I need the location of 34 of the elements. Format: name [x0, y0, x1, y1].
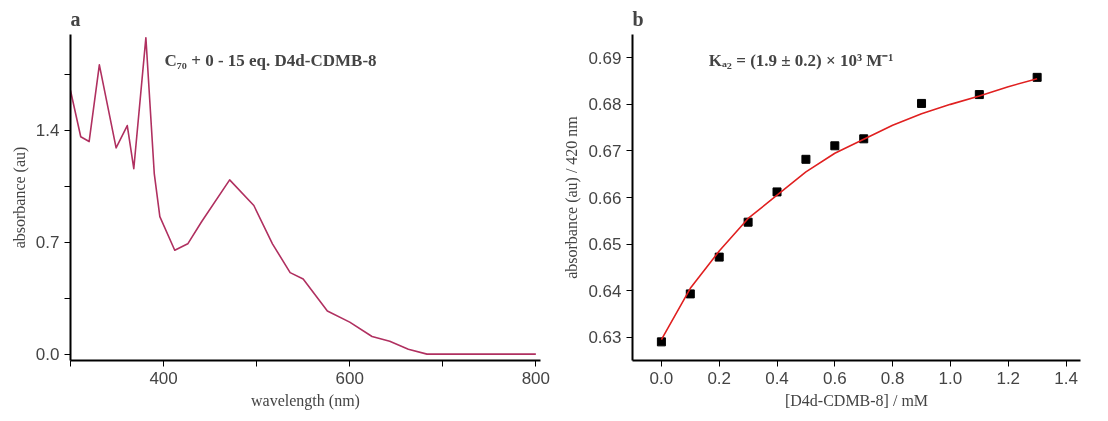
x-tick-label: 400: [149, 368, 178, 388]
point: [917, 98, 927, 108]
y-tick-label: 0.63: [588, 328, 622, 348]
x-tick-label: 0.2: [707, 368, 732, 388]
point: [801, 154, 811, 164]
x-tick-label: 1.0: [938, 368, 963, 388]
x-axis-title: [D4d-CDMB-8] / mM: [784, 391, 929, 409]
x-tick-label: 0.0: [649, 368, 674, 388]
y-axis-title: absorbance (au) / 420 nm: [563, 115, 582, 279]
y-tick-label: 1.4: [35, 121, 60, 141]
y-tick-label: 0.69: [588, 48, 622, 68]
line-series: [70, 36, 537, 355]
y-tick-label: 0.65: [588, 235, 622, 255]
point: [656, 337, 666, 347]
y-tick-label: 0.64: [588, 281, 622, 301]
x-tick-label: 1.4: [1054, 368, 1078, 388]
chart-title: b: [632, 7, 644, 30]
y-tick-label: 0.0: [35, 345, 60, 365]
point: [830, 141, 840, 151]
y-tick-label: 0.67: [588, 141, 622, 161]
x-tick-label: 1.2: [996, 368, 1021, 388]
y-axis-title: absorbance (au): [10, 146, 29, 249]
x-tick-label: 0.6: [823, 368, 847, 388]
x-tick-label: 0.8: [880, 368, 905, 388]
x-tick-label: 0.4: [765, 368, 789, 388]
y-tick-label: 0.7: [35, 233, 60, 253]
annotation: C₇₀ + 0 - 15 eq. D4d-CDMB-8: [164, 51, 377, 71]
annotation: Kₐ₂ = (1.9 ± 0.2) × 10³ M⁻¹: [708, 51, 894, 71]
x-tick-label: 600: [335, 368, 364, 388]
x-axis-title: wavelength (nm): [251, 391, 360, 410]
y-tick-label: 0.68: [588, 95, 622, 115]
chart-title: a: [70, 7, 81, 30]
y-tick-label: 0.66: [588, 188, 622, 208]
x-tick-label: 800: [521, 368, 551, 388]
